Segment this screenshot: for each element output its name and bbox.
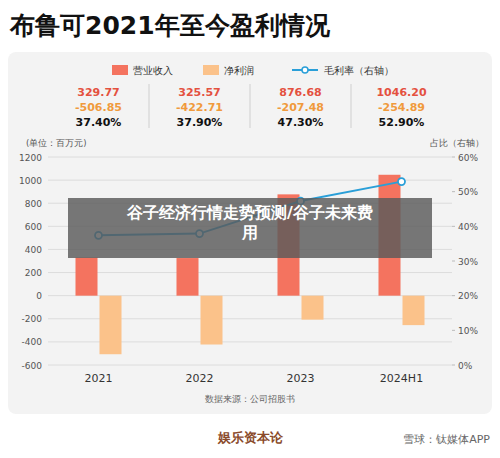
y-tick-label: -600: [22, 361, 43, 371]
background: [0, 0, 500, 458]
value-label: 876.68: [279, 86, 321, 99]
bar: [100, 296, 122, 355]
title: 布鲁可2021年至今盈利情况: [9, 11, 331, 40]
y-tick-label: 400: [25, 245, 42, 255]
chart: 布鲁可2021年至今盈利情况营业收入 净利润 毛利率（右轴） 329.77 325.57…: [0, 0, 500, 458]
bar: [302, 296, 324, 320]
y-tick-label: 1000: [19, 176, 42, 186]
y2-tick: [452, 261, 455, 262]
panel: [8, 52, 492, 414]
y2-tick: [452, 191, 455, 192]
y2-tick-label: 30%: [458, 257, 478, 267]
bar: [177, 258, 199, 296]
annotation-band: [68, 198, 432, 258]
y-tick-label: -400: [22, 337, 43, 347]
y2-tick: [452, 226, 455, 227]
value-label: 325.57: [178, 86, 220, 99]
legend-label: 毛利率（右轴）: [324, 65, 394, 76]
value-label: -506.85: [75, 101, 122, 114]
y2-tick-label: 20%: [458, 291, 478, 301]
legend-swatch: [112, 65, 128, 75]
value-label: 52.90%: [379, 116, 425, 129]
value-label: 329.77: [77, 86, 119, 99]
y-tick-label: 1200: [19, 153, 42, 163]
y2-tick: [452, 157, 455, 158]
value-label: -254.89: [378, 101, 425, 114]
source: 数据来源：公司招股书: [205, 394, 295, 404]
annotation-line: 谷子经济行情走势预测/谷子未来费: [126, 203, 373, 222]
legend-label: 营业收入: [133, 65, 173, 76]
bar: [201, 296, 223, 345]
footer-credit: 雪球：钛媒体APP: [403, 433, 490, 446]
y2-tick-label: 50%: [458, 187, 478, 197]
x-tick-label: 2024H1: [380, 372, 423, 385]
y-tick-label: 200: [25, 268, 42, 278]
y-tick-label: 600: [25, 222, 42, 232]
y2-tick-label: 0%: [458, 361, 473, 371]
y2-tick-label: 60%: [458, 153, 478, 163]
annotation: 谷子经济行情走势预测/谷子未来费用: [126, 203, 373, 242]
y-axis-title: (单位：百万元): [26, 138, 87, 148]
grid-line: [48, 157, 452, 158]
line-marker: [398, 178, 405, 185]
y-tick-label: 0: [36, 291, 42, 301]
y2-tick-label: 40%: [458, 222, 478, 232]
y-tick-label: -200: [22, 314, 43, 324]
y2-tick-label: 10%: [458, 326, 478, 336]
value-label: -422.71: [176, 101, 223, 114]
legend-label: 净利润: [224, 65, 254, 76]
y2-tick: [452, 295, 455, 296]
legend-swatch: [203, 65, 219, 75]
value-label: 37.40%: [76, 116, 122, 129]
x-tick-label: 2023: [287, 372, 315, 385]
footer-logo: 娱乐资本论: [217, 430, 284, 445]
x-tick-label: 2021: [85, 372, 113, 385]
table-divider: [250, 84, 251, 128]
legend-marker: [302, 67, 308, 73]
y2-axis-title: 占比（右轴）: [430, 138, 484, 148]
value-label: 1046.20: [376, 86, 426, 99]
y2-tick: [452, 330, 455, 331]
bar: [76, 258, 98, 296]
y2-tick: [452, 365, 455, 366]
legend: 营业收入 净利润 毛利率（右轴）: [112, 65, 394, 76]
x-tick-label: 2022: [186, 372, 214, 385]
bar: [403, 296, 425, 325]
grid-line: [48, 365, 452, 366]
table-divider: [351, 84, 352, 128]
table-divider: [149, 84, 150, 128]
annotation-line: 用: [241, 223, 258, 242]
y-tick-label: 800: [25, 199, 42, 209]
value-label: 37.90%: [177, 116, 223, 129]
value-label: 47.30%: [278, 116, 324, 129]
value-label: -207.48: [277, 101, 324, 114]
